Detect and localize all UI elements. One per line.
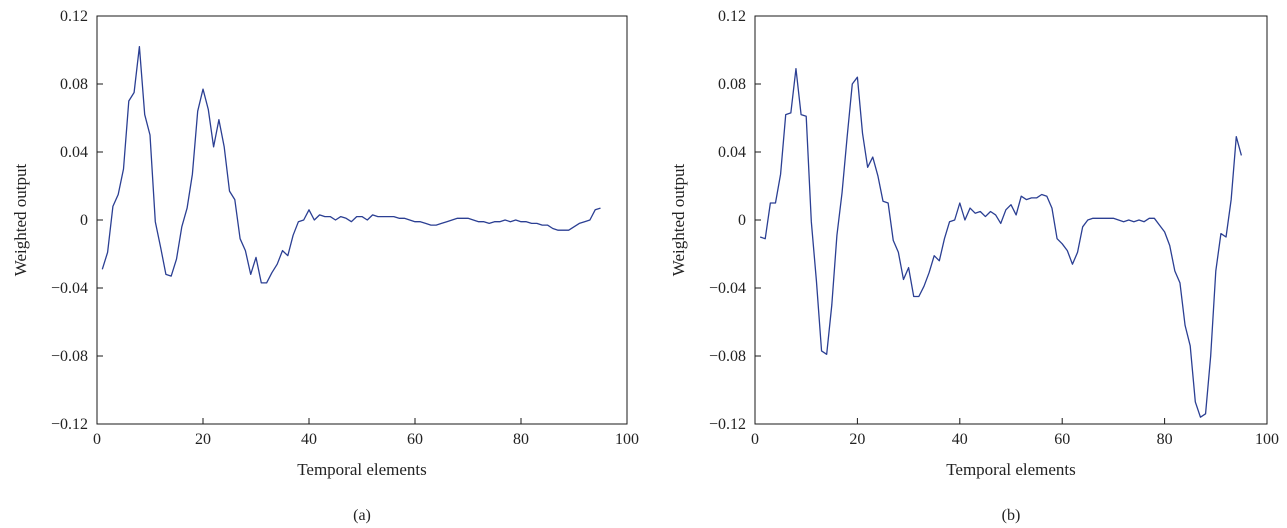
y-tick-label-a-4: 0.04	[60, 144, 88, 161]
series-line-a-0	[101, 45, 601, 284]
y-tick-label-b-1: −0.08	[709, 348, 746, 365]
y-tick-label-a-2: −0.04	[51, 280, 88, 297]
x-tick-label-b-4: 80	[1157, 431, 1173, 448]
series-line-b-0	[759, 68, 1243, 418]
y-tick-label-a-0: −0.12	[51, 416, 88, 433]
x-tick-label-a-5: 100	[615, 431, 639, 448]
x-axis-label-b: Temporal elements	[946, 460, 1076, 479]
y-axis-label-b: Weighted output	[669, 164, 688, 277]
x-tick-label-a-4: 80	[513, 431, 529, 448]
x-tick-label-b-5: 100	[1255, 431, 1279, 448]
panel-caption-a: (a)	[353, 507, 371, 524]
x-tick-label-b-3: 60	[1054, 431, 1070, 448]
plot-frame-b	[754, 15, 1268, 425]
y-tick-label-b-5: 0.08	[718, 76, 746, 93]
chart-panel-b: 0 20 40 60 80 100 −0.12 −0.08 −0.04 0 0.04 0.08 0.12…	[669, 8, 1279, 524]
x-tick-label-b-1: 20	[849, 431, 865, 448]
chart-panel-a: 0 20 40 60 80 100 −0.12 −0.08 −0.04 0 0.04 0.08 0.12…	[11, 8, 639, 524]
y-tick-label-a-1: −0.08	[51, 348, 88, 365]
x-tick-label-a-3: 60	[407, 431, 423, 448]
y-tick-label-a-6: 0.12	[60, 8, 88, 25]
x-tick-label-a-1: 20	[195, 431, 211, 448]
y-tick-label-a-5: 0.08	[60, 76, 88, 93]
y-tick-label-b-6: 0.12	[718, 8, 746, 25]
y-axis-label-a: Weighted output	[11, 164, 30, 277]
x-tick-label-a-2: 40	[301, 431, 317, 448]
x-tick-label-b-0: 0	[751, 431, 759, 448]
x-axis-label-a: Temporal elements	[297, 460, 427, 479]
y-tick-label-b-2: −0.04	[709, 280, 746, 297]
y-tick-label-b-3: 0	[738, 212, 746, 229]
y-tick-label-b-4: 0.04	[718, 144, 746, 161]
panel-caption-b: (b)	[1002, 507, 1021, 524]
plot-frame-a	[96, 15, 628, 425]
x-tick-label-a-0: 0	[93, 431, 101, 448]
y-tick-label-a-3: 0	[80, 212, 88, 229]
y-tick-label-b-0: −0.12	[709, 416, 746, 433]
x-tick-label-b-2: 40	[952, 431, 968, 448]
